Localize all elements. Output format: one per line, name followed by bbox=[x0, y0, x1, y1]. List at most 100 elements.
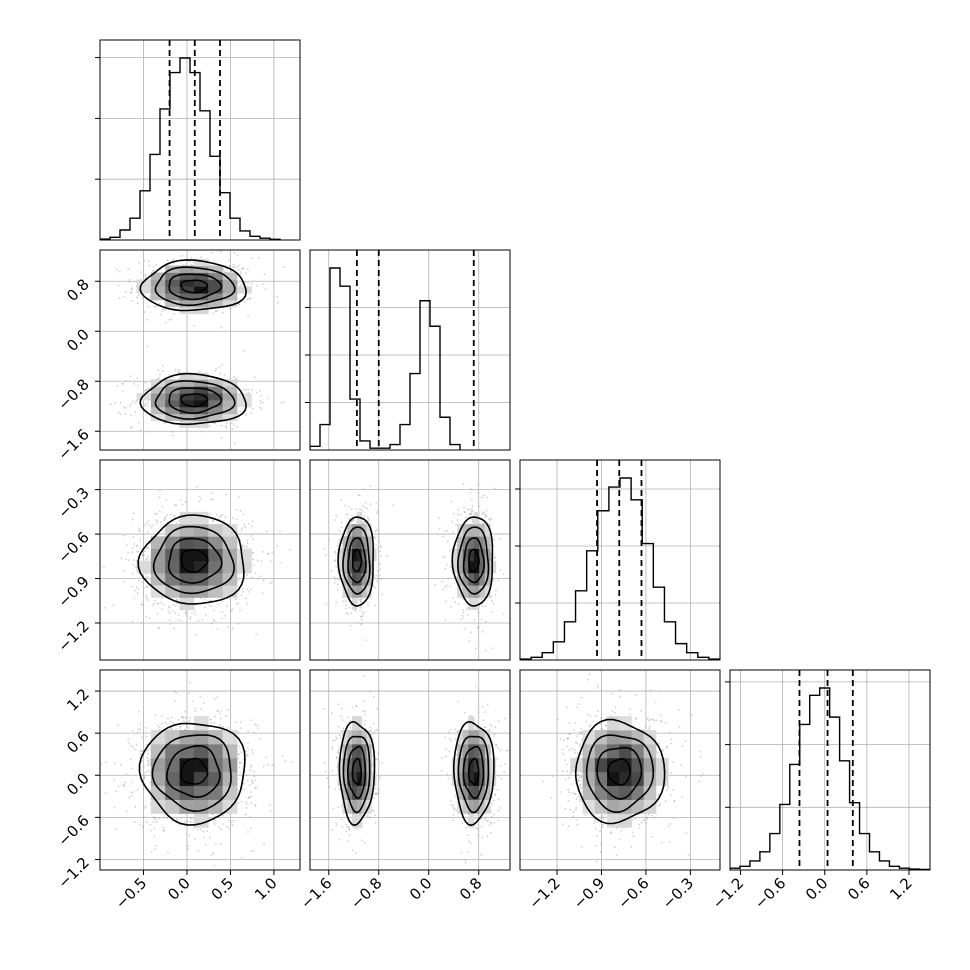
density-cell bbox=[165, 413, 180, 422]
sample-point bbox=[135, 566, 137, 569]
sample-point bbox=[338, 838, 341, 841]
sample-point bbox=[141, 603, 144, 606]
sample-point bbox=[354, 852, 357, 854]
sample-point bbox=[462, 483, 465, 485]
sample-point bbox=[136, 731, 139, 734]
sample-point bbox=[186, 820, 189, 823]
sample-point bbox=[484, 515, 487, 518]
sample-point bbox=[236, 789, 239, 792]
density-cell bbox=[222, 286, 238, 294]
sample-point bbox=[379, 544, 382, 547]
sample-point bbox=[226, 825, 229, 828]
sample-point bbox=[238, 761, 241, 764]
sample-point bbox=[281, 754, 284, 757]
sample-point bbox=[242, 782, 245, 785]
density-cell bbox=[179, 286, 195, 294]
sample-point bbox=[352, 519, 355, 521]
sample-point bbox=[269, 582, 271, 585]
sample-point bbox=[209, 599, 212, 602]
sample-point bbox=[150, 851, 153, 853]
sample-point bbox=[144, 390, 146, 392]
sample-point bbox=[323, 547, 326, 550]
sample-point bbox=[152, 269, 155, 272]
sample-point bbox=[182, 717, 185, 720]
sample-point bbox=[124, 407, 127, 409]
sample-point bbox=[182, 720, 185, 722]
sample-point bbox=[238, 303, 241, 306]
sample-point bbox=[199, 828, 202, 831]
sample-point bbox=[255, 391, 258, 394]
sample-point bbox=[232, 263, 235, 266]
sample-point bbox=[347, 840, 350, 842]
sample-point bbox=[123, 569, 125, 572]
density-cell bbox=[150, 730, 166, 745]
sample-point bbox=[181, 716, 183, 718]
sample-point bbox=[477, 626, 479, 629]
sample-point bbox=[333, 559, 336, 561]
contour-line bbox=[138, 722, 246, 826]
sample-point bbox=[245, 753, 248, 756]
density-cell bbox=[150, 743, 166, 759]
sample-point bbox=[104, 792, 107, 794]
sample-point bbox=[364, 713, 366, 716]
sample-point bbox=[145, 402, 148, 405]
sample-point bbox=[233, 376, 236, 379]
sample-point bbox=[263, 843, 265, 846]
sample-point bbox=[462, 609, 464, 611]
sample-point bbox=[238, 753, 241, 756]
sample-point bbox=[115, 269, 118, 271]
density-cell bbox=[208, 400, 224, 408]
sample-point bbox=[340, 521, 343, 523]
contour-line bbox=[351, 548, 363, 573]
contour-line bbox=[451, 516, 494, 607]
sample-point bbox=[231, 428, 234, 431]
sample-point bbox=[210, 605, 213, 608]
sample-point bbox=[247, 831, 249, 833]
sample-point bbox=[444, 530, 446, 533]
sample-point bbox=[471, 510, 474, 513]
sample-point bbox=[195, 486, 198, 489]
sample-point bbox=[386, 555, 389, 558]
sample-point bbox=[181, 503, 184, 506]
sample-point bbox=[174, 690, 177, 693]
sample-point bbox=[335, 601, 338, 604]
sample-point bbox=[222, 520, 225, 523]
sample-point bbox=[340, 729, 343, 732]
histogram-step-line bbox=[100, 57, 281, 240]
sample-point bbox=[361, 509, 364, 512]
sample-point bbox=[131, 547, 134, 549]
sample-point bbox=[144, 594, 147, 597]
sample-point bbox=[257, 577, 259, 580]
sample-point bbox=[209, 836, 211, 839]
sample-point bbox=[250, 764, 253, 767]
sample-point bbox=[163, 519, 166, 522]
sample-point bbox=[238, 745, 241, 748]
sample-point bbox=[163, 301, 166, 304]
sample-point bbox=[240, 594, 243, 597]
sample-point bbox=[140, 603, 143, 606]
density-cell bbox=[165, 536, 180, 549]
sample-point bbox=[158, 496, 161, 499]
sample-point bbox=[131, 781, 134, 784]
sample-point bbox=[137, 294, 140, 297]
density-cell bbox=[179, 300, 195, 308]
panel-frame bbox=[99, 459, 301, 661]
sample-point bbox=[222, 823, 225, 825]
sample-point bbox=[225, 605, 228, 607]
sample-point bbox=[172, 262, 175, 265]
sample-point bbox=[132, 791, 135, 793]
sample-point bbox=[146, 821, 148, 823]
sample-point bbox=[147, 764, 150, 767]
density-cell bbox=[361, 560, 367, 574]
sample-point bbox=[351, 706, 354, 709]
sample-point bbox=[372, 809, 374, 812]
sample-point bbox=[146, 596, 148, 599]
sample-point bbox=[363, 722, 366, 725]
sample-point bbox=[235, 509, 238, 511]
sample-point bbox=[237, 731, 240, 734]
density-cell bbox=[473, 597, 480, 611]
sample-point bbox=[184, 500, 187, 503]
sample-point bbox=[345, 823, 348, 826]
sample-point bbox=[136, 296, 139, 299]
density-cell bbox=[165, 286, 180, 294]
